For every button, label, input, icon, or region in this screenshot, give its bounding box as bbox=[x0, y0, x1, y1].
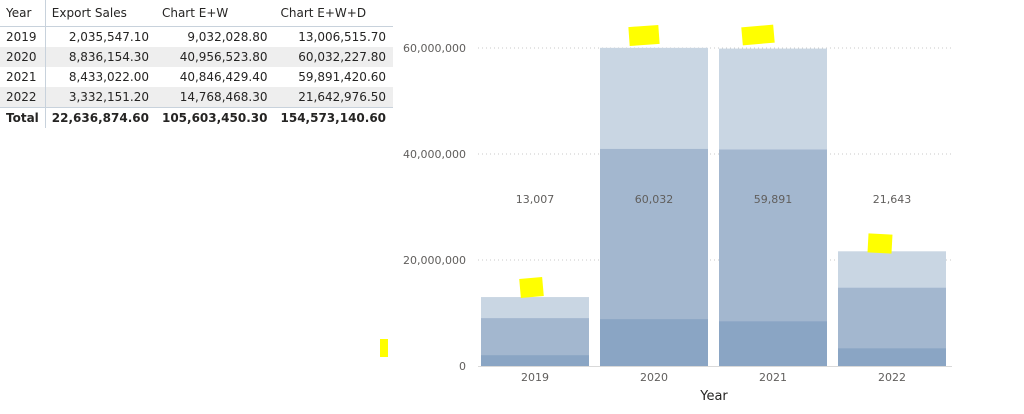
table-header-row: Year Export Sales Chart E+W Chart E+W+D bbox=[0, 0, 393, 27]
cell-year: 2022 bbox=[0, 87, 46, 108]
highlight-mark bbox=[867, 233, 893, 254]
x-tick-label: 2020 bbox=[640, 371, 668, 384]
cell-year: 2019 bbox=[0, 26, 46, 47]
cell-total-chart-ew: 105,603,450.30 bbox=[155, 107, 275, 128]
cell-chart-ewd: 21,642,976.50 bbox=[274, 87, 394, 108]
header-year[interactable]: Year bbox=[0, 0, 46, 27]
cell-chart-ewd: 59,891,420.60 bbox=[298, 70, 387, 84]
data-label: 13,007 bbox=[516, 193, 555, 206]
cell-year: 2020 bbox=[0, 47, 46, 67]
table-row: 2019 2,035,547.10 9,032,028.80 13,006,51… bbox=[0, 26, 394, 47]
cell-export-sales: 8,836,154.30 bbox=[45, 47, 156, 67]
cell-chart-ewd: 60,032,227.80 bbox=[274, 47, 394, 67]
highlight-mark bbox=[519, 277, 544, 298]
table-total-row: Total 22,636,874.60 105,603,450.30 154,5… bbox=[0, 107, 394, 128]
highlight-mark bbox=[380, 339, 388, 357]
x-tick-label: 2022 bbox=[878, 371, 906, 384]
cell-chart-ew: 14,768,468.30 bbox=[155, 87, 275, 108]
y-tick-label: 40,000,000 bbox=[403, 148, 466, 161]
cell-chart-ew: 40,956,523.80 bbox=[155, 47, 275, 67]
header-chart-ewd[interactable]: Chart E+W+D bbox=[280, 6, 367, 20]
y-tick-label: 20,000,000 bbox=[403, 254, 466, 267]
y-tick-label: 0 bbox=[459, 360, 466, 373]
cell-chart-ew: 40,846,429.40 bbox=[179, 70, 268, 84]
data-table: Year Export Sales Chart E+W Chart E+W+D … bbox=[0, 0, 394, 128]
header-chart-ew[interactable]: Chart E+W bbox=[161, 6, 229, 20]
table-row: 2021 8,433,022.00 40,846,429.40 59,891,4… bbox=[0, 67, 393, 87]
cell-export-sales: 3,332,151.20 bbox=[45, 87, 156, 108]
cell-export-sales: 8,433,022.00 bbox=[68, 70, 149, 84]
cell-total-chart-ewd: 154,573,140.60 bbox=[274, 107, 394, 128]
highlight-mark bbox=[628, 24, 660, 47]
y-tick-label: 60,000,000 bbox=[403, 42, 466, 55]
bar-2019-layer-3 bbox=[481, 355, 589, 366]
stacked-bar-chart: 0 20,000,000 40,000,000 60,000,000 13,007 60,… bbox=[403, 42, 952, 404]
cell-year: 2021 bbox=[0, 67, 46, 87]
bar-2022-layer-3 bbox=[838, 348, 946, 366]
cell-total-label: Total bbox=[0, 107, 46, 128]
bar-2021-layer-3 bbox=[719, 321, 827, 366]
cell-export-sales: 2,035,547.10 bbox=[45, 26, 156, 47]
x-tick-label: 2019 bbox=[521, 371, 549, 384]
data-table-container: Year Export Sales Chart E+W Chart E+W+D … bbox=[0, 0, 394, 128]
cell-chart-ewd: 13,006,515.70 bbox=[274, 26, 394, 47]
data-label: 60,032 bbox=[635, 193, 674, 206]
cell-total-export-sales: 22,636,874.60 bbox=[45, 107, 156, 128]
x-tick-label: 2021 bbox=[759, 371, 787, 384]
data-label: 59,891 bbox=[754, 193, 793, 206]
highlight-mark bbox=[741, 24, 775, 46]
bar-2020-layer-3 bbox=[600, 319, 708, 366]
table-row: 2022 3,332,151.20 14,768,468.30 21,642,9… bbox=[0, 87, 394, 108]
data-label: 21,643 bbox=[873, 193, 912, 206]
header-export-sales[interactable]: Export Sales bbox=[51, 6, 127, 20]
cell-chart-ew: 9,032,028.80 bbox=[155, 26, 275, 47]
x-axis-title: Year bbox=[699, 389, 728, 404]
table-row: 2020 8,836,154.30 40,956,523.80 60,032,2… bbox=[0, 47, 394, 67]
